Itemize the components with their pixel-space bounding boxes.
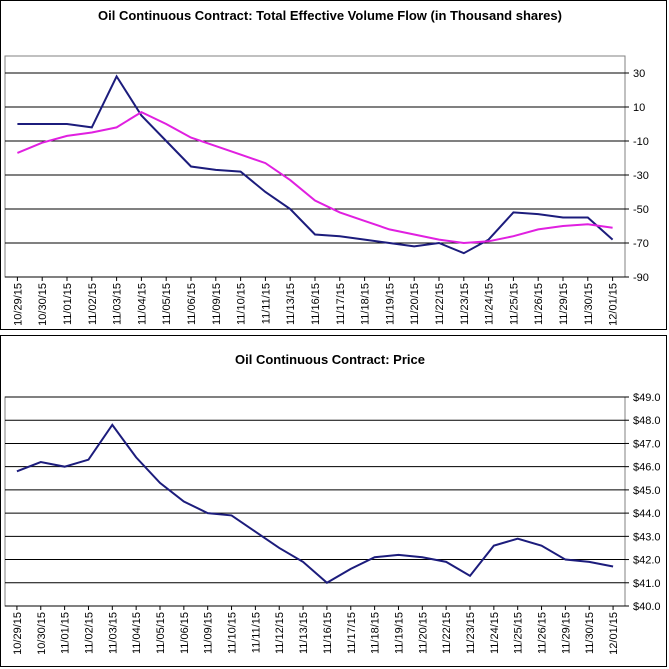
x-tick-label: 11/10/15 (227, 612, 239, 654)
y-tick-label: $45.0 (633, 485, 661, 497)
x-tick-label: 11/29/15 (560, 612, 572, 654)
x-tick-label: 11/24/15 (484, 283, 496, 325)
x-tick-label: 11/06/15 (179, 612, 191, 654)
x-tick-label: 11/09/15 (211, 283, 223, 325)
x-tick-label: 11/10/15 (236, 283, 248, 325)
x-tick-label: 11/18/15 (370, 612, 382, 654)
x-tick-label: 11/09/15 (203, 612, 215, 654)
y-tick-label: -10 (633, 136, 649, 148)
x-tick-label: 11/26/15 (537, 612, 549, 654)
x-tick-label: 11/05/15 (155, 612, 167, 654)
x-tick-label: 11/25/15 (513, 612, 525, 654)
series-line (17, 74, 614, 255)
y-tick-label: 10 (633, 102, 645, 114)
y-tick-label: $46.0 (633, 462, 661, 474)
x-tick-label: 11/01/15 (62, 283, 74, 325)
x-tick-label: 11/30/15 (583, 283, 595, 325)
x-tick-label: 11/03/15 (112, 283, 124, 325)
y-tick-label: -50 (633, 204, 649, 216)
y-tick-label: 30 (633, 68, 645, 80)
x-tick-label: 11/04/15 (131, 612, 143, 654)
series-line (16, 423, 614, 585)
y-tick-label: $49.0 (633, 392, 661, 404)
plot-area (4, 396, 626, 607)
x-tick-label: 10/29/15 (12, 283, 24, 326)
x-tick-label: 11/01/15 (60, 612, 72, 654)
x-tick-label: 11/06/15 (186, 283, 198, 325)
x-tick-label: 11/16/15 (310, 283, 322, 325)
chart-title: Oil Continuous Contract: Price (235, 352, 425, 367)
x-tick-label: 11/17/15 (335, 283, 347, 325)
x-tick-label: 11/13/15 (285, 283, 297, 325)
plot-area (4, 55, 626, 278)
y-tick-label: $44.0 (633, 508, 661, 520)
y-tick-label: $48.0 (633, 415, 661, 427)
y-tick-label: $40.0 (633, 601, 661, 613)
x-tick-label: 11/03/15 (107, 612, 119, 654)
x-tick-label: 11/12/15 (274, 612, 286, 654)
x-tick-label: 12/01/15 (608, 283, 620, 326)
x-tick-label: 11/20/15 (409, 283, 421, 325)
x-tick-label: 11/04/15 (136, 283, 148, 325)
x-tick-label: 11/11/15 (260, 283, 272, 324)
x-tick-label: 11/19/15 (393, 612, 405, 654)
y-tick-label: -70 (633, 238, 649, 250)
y-tick-label: $43.0 (633, 531, 661, 543)
x-tick-label: 11/26/15 (533, 283, 545, 325)
x-tick-label: 10/30/15 (37, 283, 49, 326)
x-tick-label: 11/20/15 (417, 612, 429, 654)
x-tick-label: 11/25/15 (508, 283, 520, 325)
x-tick-label: 11/22/15 (434, 283, 446, 325)
x-tick-label: 11/23/15 (465, 612, 477, 654)
x-tick-label: 11/02/15 (83, 612, 95, 654)
y-tick-label: -90 (633, 272, 649, 284)
x-tick-label: 11/17/15 (346, 612, 358, 654)
x-tick-label: 11/18/15 (360, 283, 372, 325)
x-tick-label: 11/29/15 (558, 283, 570, 325)
series-line (17, 110, 613, 245)
x-tick-label: 10/30/15 (36, 612, 48, 655)
x-tick-label: 11/05/15 (161, 283, 173, 325)
x-tick-label: 11/16/15 (322, 612, 334, 654)
x-tick-label: 10/29/15 (12, 612, 24, 655)
y-tick-label: $41.0 (633, 578, 661, 590)
x-tick-label: 11/23/15 (459, 283, 471, 325)
x-tick-label: 11/13/15 (298, 612, 310, 654)
x-tick-label: 11/19/15 (384, 283, 396, 325)
x-tick-label: 11/11/15 (250, 612, 262, 653)
x-tick-label: 12/01/15 (608, 612, 620, 655)
x-tick-label: 11/30/15 (584, 612, 596, 654)
chart-title: Oil Continuous Contract: Total Effective… (98, 8, 562, 23)
x-tick-label: 11/24/15 (489, 612, 501, 654)
y-tick-label: -30 (633, 170, 649, 182)
y-tick-label: $42.0 (633, 555, 661, 567)
x-tick-label: 11/22/15 (441, 612, 453, 654)
y-tick-label: $47.0 (633, 438, 661, 450)
x-tick-label: 11/02/15 (87, 283, 99, 325)
